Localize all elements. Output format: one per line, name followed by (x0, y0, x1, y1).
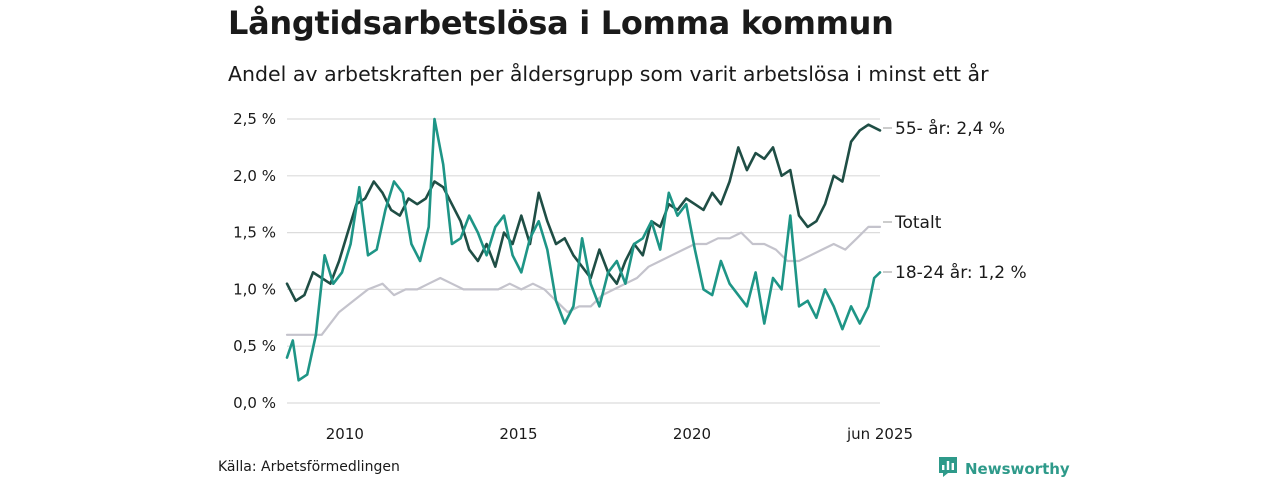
end-label: 18-24 år: 1,2 % (895, 262, 1027, 283)
y-tick-label: 2,5 % (233, 110, 276, 128)
x-tick-label: 2015 (499, 425, 537, 443)
series-line (285, 123, 882, 303)
y-tick-label: 0,0 % (233, 394, 276, 412)
brand-logo[interactable]: Newsworthy (938, 456, 1070, 482)
x-tick-label: 2010 (326, 425, 364, 443)
x-axis: 2010 2015 2020 jun 2025 (326, 425, 913, 443)
chart-title: Långtidsarbetslösa i Lomma kommun (228, 4, 894, 42)
y-tick-label: 1,5 % (233, 224, 276, 242)
y-axis: 0,0 % 0,5 % 1,0 % 1,5 % 2,0 % 2,5 % (233, 110, 276, 412)
y-tick-label: 2,0 % (233, 167, 276, 185)
x-tick-label: 2020 (673, 425, 711, 443)
x-tick-label: jun 2025 (846, 425, 913, 443)
end-label: 55- år: 2,4 % (895, 118, 1005, 139)
end-labels: 55- år: 2,4 % Totalt 18-24 år: 1,2 % (883, 118, 1027, 283)
bar-chart-logo-icon (938, 456, 958, 482)
end-label: Totalt (894, 213, 942, 233)
series-lines (285, 117, 882, 382)
line-chart: 0,0 %0,5 %1,0 %1,5 %2,0 %2,5 % 2010 2015 2… (233, 110, 1027, 443)
series-line (285, 117, 882, 382)
y-tick-label: 0,5 % (233, 337, 276, 355)
brand-name: Newsworthy (965, 460, 1070, 478)
chart-subtitle: Andel av arbetskraften per åldersgrupp s… (228, 62, 989, 86)
y-tick-label: 1,0 % (233, 280, 276, 298)
source-note: Källa: Arbetsförmedlingen (218, 459, 400, 475)
